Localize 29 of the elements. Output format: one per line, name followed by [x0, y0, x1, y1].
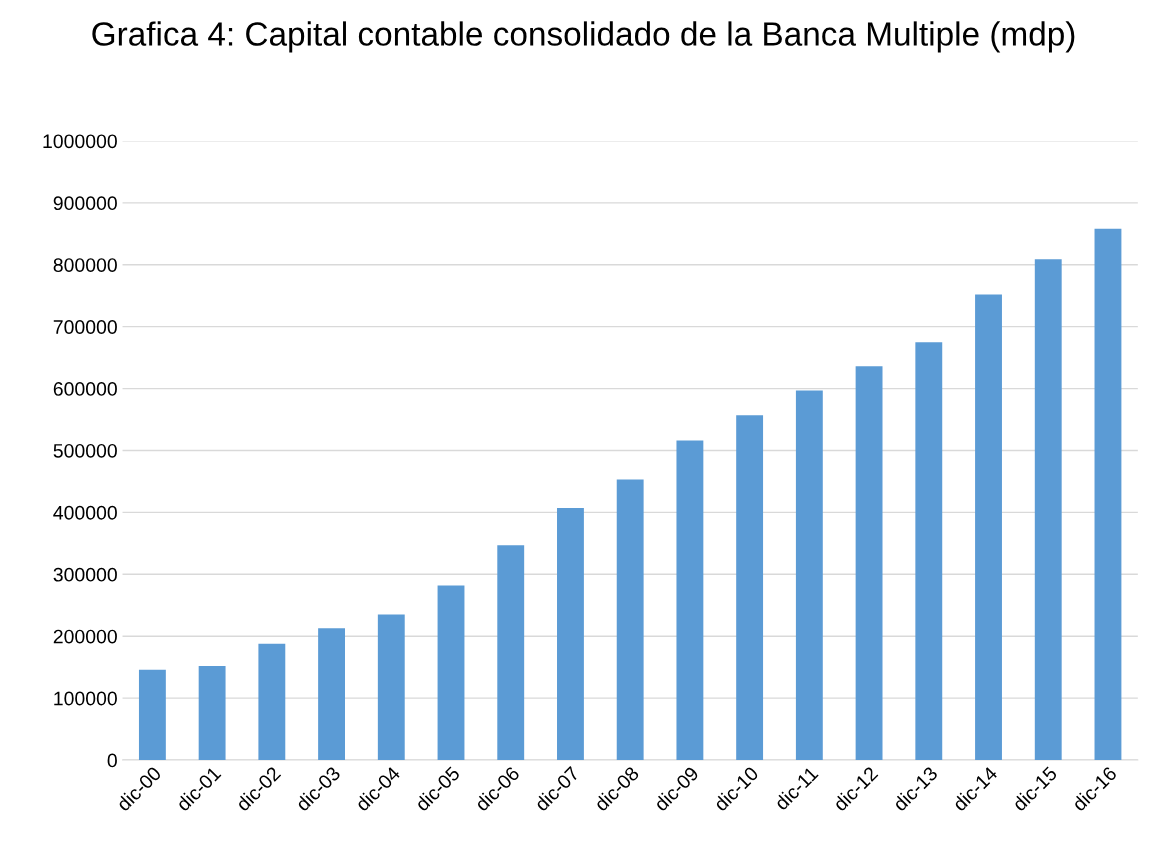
y-tick-label: 900000 — [53, 196, 117, 211]
bar — [915, 342, 943, 761]
bar — [975, 294, 1002, 761]
bar — [138, 669, 166, 761]
bar — [258, 643, 286, 761]
bar — [557, 508, 584, 761]
bar — [1094, 228, 1122, 761]
chart-title: Grafica 4: Capital contable consolidado de la Banca Multiple (mdp) — [92, 21, 1075, 53]
bar — [198, 665, 226, 761]
y-tick-label: 1000000 — [43, 134, 117, 149]
y-tick-label: 800000 — [53, 258, 117, 272]
y-tick-label: 400000 — [53, 505, 117, 520]
y-tick-label: 600000 — [53, 382, 117, 396]
bar — [736, 415, 764, 761]
y-tick-label: 200000 — [53, 629, 117, 644]
bar — [437, 585, 465, 761]
y-tick-label: 300000 — [53, 567, 117, 582]
y-tick-label: 0 — [107, 753, 117, 768]
bar — [676, 440, 704, 761]
bar — [497, 545, 525, 761]
bar — [318, 628, 345, 761]
bar — [795, 390, 823, 761]
bar — [1034, 259, 1062, 761]
y-tick-label: 100000 — [54, 691, 117, 706]
bar — [855, 366, 883, 761]
bar — [377, 614, 405, 761]
bar — [616, 479, 644, 761]
y-tick-label: 500000 — [53, 443, 117, 458]
y-tick-label: 700000 — [53, 320, 117, 334]
